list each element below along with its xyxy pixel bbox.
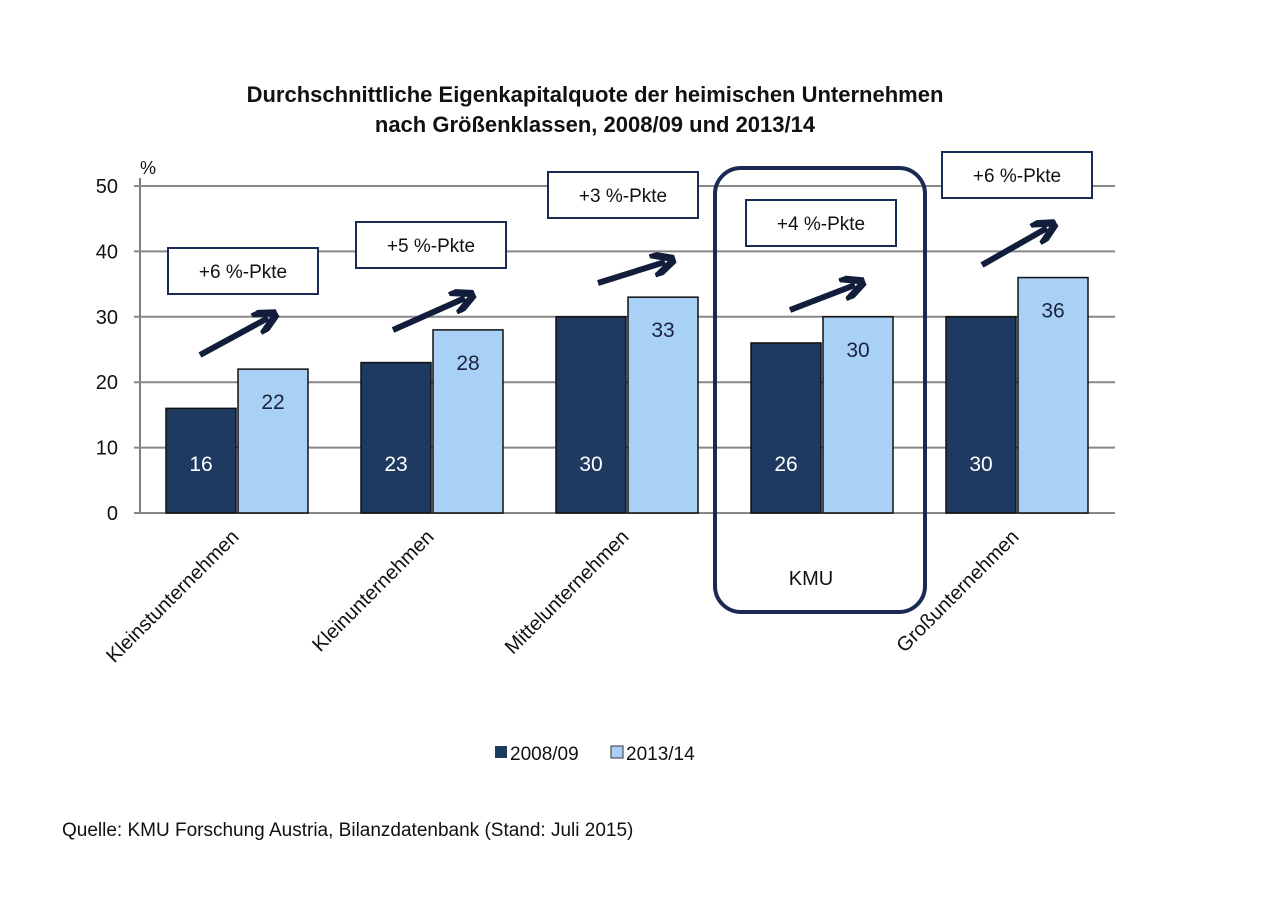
bar-2008-09 [750, 342, 822, 514]
bar-2008-09 [165, 407, 237, 514]
bar-2013-14 [822, 316, 894, 514]
y-axis-label: % [140, 158, 156, 178]
data-label: 28 [456, 352, 479, 375]
data-label: 30 [579, 453, 602, 476]
data-label: 36 [1041, 300, 1064, 323]
increase-arrow-icon [597, 262, 665, 286]
x-tick-label: KMU [789, 568, 833, 590]
legend-label-2008: 2008/09 [510, 744, 579, 765]
legend-swatch-2013 [610, 745, 624, 759]
chart-subtitle: nach Größenklassen, 2008/09 und 2013/14 [375, 112, 816, 137]
y-tick-label: 40 [96, 241, 118, 263]
increase-arrow-icon [980, 228, 1047, 268]
change-annotation-box [167, 247, 319, 295]
bar-2013-14 [1017, 276, 1089, 514]
bar-2013-14 [237, 368, 309, 514]
change-annotation-box [941, 151, 1093, 199]
data-label: 30 [969, 453, 992, 476]
bar-2008-09 [360, 361, 432, 514]
x-tick-label: Kleinstunternehmen [102, 526, 243, 667]
change-annotation-label: +6 %-Pkte [973, 166, 1061, 187]
increase-arrow-icon [788, 285, 855, 313]
bar-2013-14 [627, 296, 699, 514]
bar-2008-09 [945, 316, 1017, 514]
change-annotation-label: +5 %-Pkte [387, 236, 475, 257]
increase-arrow-icon [198, 318, 268, 358]
data-label: 23 [384, 453, 407, 476]
x-tick-label: Mittelunternehmen [501, 526, 634, 659]
data-label: 30 [846, 339, 869, 362]
change-annotation-label: +4 %-Pkte [777, 214, 865, 235]
data-label: 26 [774, 453, 797, 476]
data-label: 16 [189, 453, 212, 476]
legend-swatch-2008 [495, 746, 507, 758]
y-tick-label: 10 [96, 438, 118, 460]
change-annotation-label: +6 %-Pkte [199, 262, 287, 283]
x-tick-label: Kleinunternehmen [308, 526, 438, 656]
change-annotation-box [355, 221, 507, 269]
chart-title: Durchschnittliche Eigenkapitalquote der … [247, 82, 944, 107]
y-tick-label: 20 [96, 372, 118, 394]
y-tick-label: 0 [107, 503, 118, 525]
increase-arrow-icon [391, 298, 465, 333]
bar-2008-09 [555, 316, 627, 514]
kmu-highlight-frame [713, 166, 927, 614]
change-annotation-box [745, 199, 897, 247]
source-note: Quelle: KMU Forschung Austria, Bilanzdat… [62, 820, 633, 841]
change-annotation-box [547, 171, 699, 219]
data-label: 33 [651, 319, 674, 342]
y-tick-label: 50 [96, 176, 118, 198]
change-annotation-label: +3 %-Pkte [579, 186, 667, 207]
legend-label-2013: 2013/14 [626, 744, 695, 765]
bar-2013-14 [432, 329, 504, 514]
data-label: 22 [261, 391, 284, 414]
legend: 2008/09 2013/14 [495, 744, 695, 765]
x-tick-label: Großunternehmen [892, 526, 1023, 657]
y-tick-label: 30 [96, 307, 118, 329]
